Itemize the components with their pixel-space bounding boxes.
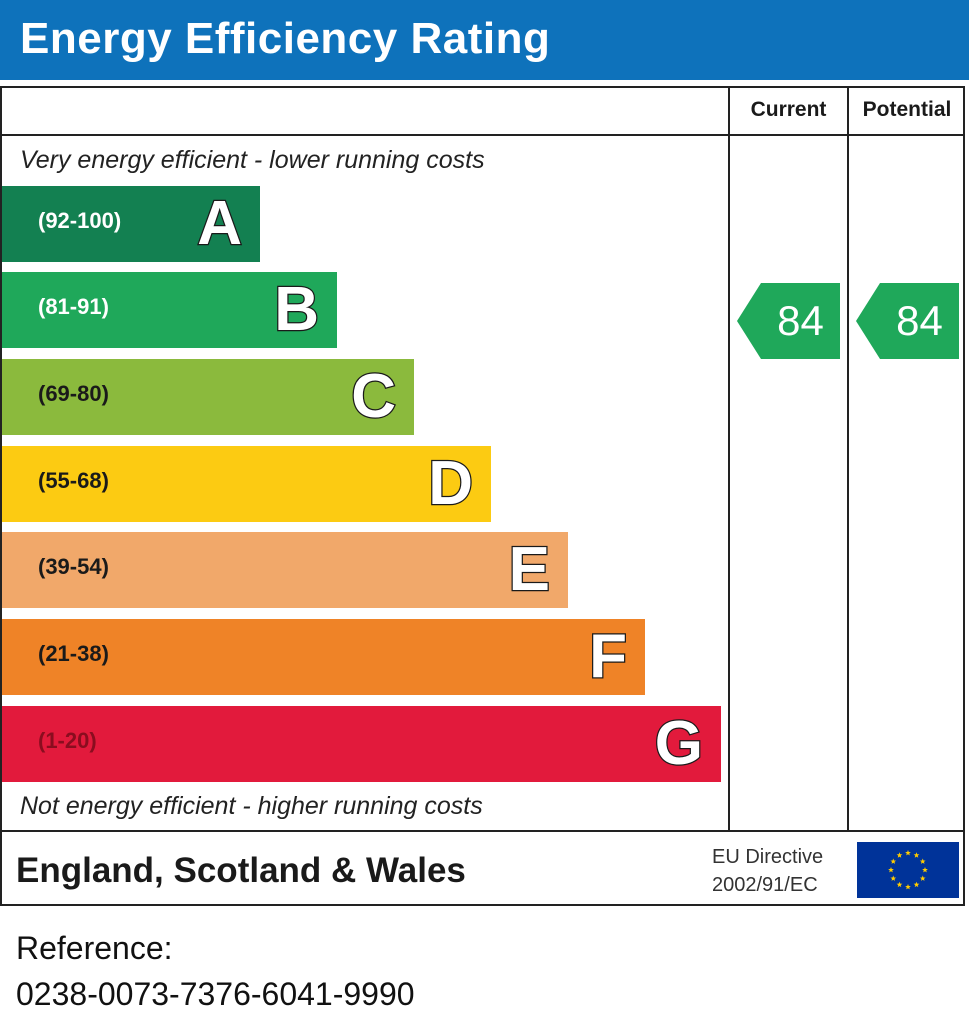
eu-star-icon (919, 875, 926, 881)
potential-rating-value: 84 (896, 297, 943, 344)
chart-title: Energy Efficiency Rating (20, 14, 551, 63)
eu-star-icon (919, 858, 926, 864)
eu-star-icon (905, 850, 911, 856)
band-letter: D (427, 449, 474, 518)
potential-rating-arrow: 84 (856, 283, 959, 359)
header-divider (0, 134, 965, 136)
band-range-label: (81-91) (38, 294, 109, 319)
potential-arrow-shape (856, 283, 959, 359)
band-b: (81-91) B (2, 272, 337, 348)
band-d: (55-68) D (2, 446, 491, 522)
eu-star-icon (888, 867, 894, 873)
band-range-label: (55-68) (38, 468, 109, 493)
top-note: Very energy efficient - lower running co… (20, 146, 485, 174)
band-letter: B (273, 275, 320, 344)
band-letter: G (654, 709, 705, 778)
band-c: (69-80) C (2, 359, 414, 435)
band-letter: A (196, 189, 243, 258)
band-range-label: (39-54) (38, 554, 109, 579)
eu-star-icon (913, 881, 920, 888)
rating-frame (0, 86, 965, 906)
band-range-label: (21-38) (38, 641, 109, 666)
eu-directive-label: EU Directive (712, 846, 824, 868)
current-rating-value: 84 (777, 297, 824, 344)
eu-star-icon (890, 858, 897, 864)
potential-column-divider (847, 86, 849, 832)
band-a: (92-100) A (2, 186, 260, 262)
footer-divider (0, 830, 965, 832)
band-e: (39-54) E (2, 532, 568, 608)
eu-star-icon (905, 884, 911, 890)
current-arrow-shape (737, 283, 840, 359)
bottom-note: Not energy efficient - higher running co… (20, 792, 483, 820)
band-letter: C (350, 362, 397, 431)
current-column-header: Current (750, 98, 827, 121)
band-range-label: (92-100) (38, 208, 122, 233)
eu-star-icon (896, 881, 903, 888)
eu-flag-icon (857, 842, 959, 898)
band-g: (1-20) G (2, 706, 721, 782)
title-bar: Energy Efficiency Rating (0, 0, 969, 80)
band-range-label: (1-20) (38, 728, 97, 753)
band-range-label: (69-80) (38, 381, 109, 406)
current-column-divider (728, 86, 730, 832)
eu-directive-number: 2002/91/EC (712, 874, 818, 896)
potential-column-header: Potential (862, 98, 952, 121)
current-rating-arrow: 84 (737, 283, 840, 359)
eu-star-icon (896, 852, 903, 858)
eu-star-icon (913, 852, 920, 858)
region-label: England, Scotland & Wales (16, 851, 466, 890)
band-letter: F (588, 622, 628, 691)
eu-star-icon (890, 875, 897, 881)
eu-star-icon (922, 867, 928, 873)
reference-number: 0238-0073-7376-6041-9990 (16, 976, 415, 1012)
reference-label: Reference: (16, 930, 173, 966)
band-f: (21-38) F (2, 619, 645, 695)
band-letter: E (507, 535, 551, 604)
